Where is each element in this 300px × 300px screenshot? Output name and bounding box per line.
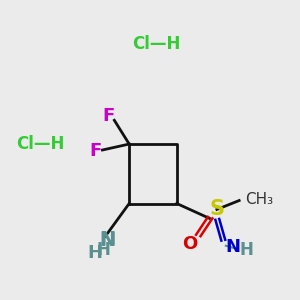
Text: N: N <box>99 230 115 249</box>
Text: H: H <box>88 244 103 262</box>
Text: F: F <box>102 107 115 125</box>
Text: CH₃: CH₃ <box>245 191 273 206</box>
Text: H: H <box>239 241 253 259</box>
Text: S: S <box>209 200 224 219</box>
Text: N: N <box>226 238 241 256</box>
Text: O: O <box>182 235 198 253</box>
Text: Cl—H: Cl—H <box>16 135 64 153</box>
Text: N: N <box>99 231 115 250</box>
Text: Cl—H: Cl—H <box>132 35 180 53</box>
Text: F: F <box>89 142 101 160</box>
Text: H: H <box>97 241 111 259</box>
